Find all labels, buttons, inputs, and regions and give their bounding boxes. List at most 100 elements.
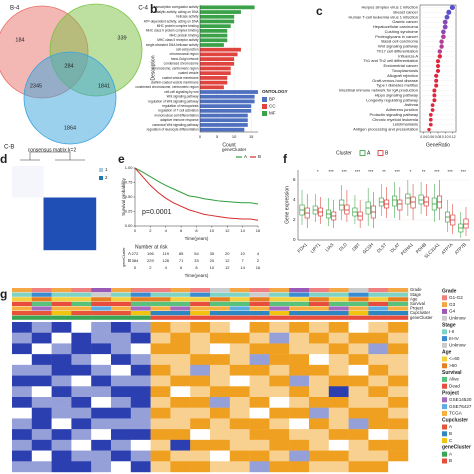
heatmap-cell — [12, 176, 23, 188]
legend-swatch — [262, 104, 267, 109]
heatmap-cell — [12, 166, 23, 177]
heatmap-cell — [33, 176, 44, 188]
heatmap-cell — [130, 375, 151, 387]
heatmap-cell — [368, 429, 389, 441]
annotation-cell — [111, 311, 131, 316]
heatmap-cell — [348, 364, 369, 376]
dot — [432, 93, 437, 98]
annotation-cell — [111, 288, 131, 293]
box — [463, 218, 469, 229]
category-label: Th1 and Th2 cell differentiation — [363, 58, 418, 63]
significance-label: *** — [342, 169, 348, 174]
heatmap-cell — [91, 461, 112, 473]
annotation-cell — [328, 315, 349, 320]
legend-label: A — [449, 451, 453, 456]
heatmap-cell — [12, 439, 32, 451]
risk-count: 119 — [163, 251, 170, 256]
heatmap-cell — [85, 218, 97, 230]
x-tick-label: 0 — [134, 228, 137, 233]
heatmap-cell — [85, 197, 97, 209]
annotation-cell — [170, 292, 191, 297]
legend-label: BP — [269, 97, 275, 102]
legend-title: Stage — [442, 322, 456, 328]
category-label: cell-cell junction — [176, 48, 199, 52]
heatmap-cell — [111, 418, 131, 430]
annotation-cell — [309, 306, 329, 311]
significance-label: * — [317, 169, 319, 174]
heatmap-cell — [150, 354, 171, 366]
heatmap-cell — [170, 343, 191, 355]
legend-label: B — [385, 150, 389, 156]
annotation-cell — [269, 292, 290, 297]
dot — [437, 54, 443, 59]
category-label: coated vesicle — [178, 71, 198, 75]
heatmap-cell — [328, 418, 349, 430]
dot — [428, 122, 433, 127]
annotation-cell — [130, 315, 151, 320]
heatmap-cell — [328, 461, 349, 473]
annotation-cell — [31, 311, 52, 316]
y-tick-label: 0 — [293, 237, 296, 242]
annotation-cell — [249, 301, 270, 306]
heatmap-cell — [348, 375, 369, 387]
category-label: regulation of leukocyte differentiation — [147, 127, 199, 131]
heatmap-cell — [31, 354, 52, 366]
panel-label: g — [0, 287, 7, 301]
annotation-cell — [31, 315, 52, 320]
legend-label: G3 — [449, 302, 456, 307]
annotation-cell — [130, 301, 151, 306]
risk-count: 196 — [147, 251, 154, 256]
heatmap-cell — [309, 397, 329, 408]
dot — [434, 83, 439, 88]
heatmap-cell — [130, 354, 151, 366]
heatmap-cell — [33, 218, 44, 230]
bar — [200, 66, 231, 71]
x-tick-label: 0.12 — [449, 135, 456, 139]
heatmap-cell — [328, 397, 349, 408]
heatmap-cell — [12, 322, 32, 333]
heatmap-cell — [229, 322, 250, 333]
significance-label: * — [410, 169, 412, 174]
annotation-label: Age — [410, 296, 418, 301]
heatmap-cell — [71, 343, 92, 355]
annotation-cell — [170, 311, 191, 316]
heatmap-cell — [348, 397, 369, 408]
category-label: MHC class II protein complex binding — [146, 29, 199, 33]
heatmap-cell — [328, 429, 349, 441]
x-tick-label: 6 — [180, 265, 183, 270]
annotation-cell — [12, 297, 32, 302]
heatmap-cell — [249, 461, 270, 473]
x-tick-label: LIAS — [324, 242, 334, 252]
annotation-cell — [249, 306, 270, 311]
category-label: Influenza A — [398, 53, 418, 58]
annotation-cell — [269, 301, 290, 306]
heatmap-cell — [130, 343, 151, 355]
annotation-cell — [150, 301, 171, 306]
heatmap-cell — [289, 450, 310, 462]
venn-set-label: C-4 — [138, 6, 148, 12]
legend-swatch — [262, 97, 267, 102]
risk-count: 20 — [225, 251, 230, 256]
heatmap-cell — [43, 166, 55, 177]
risk-count: 4 — [257, 251, 260, 256]
heatmap-cell — [348, 429, 369, 441]
bar — [200, 104, 252, 109]
heatmap-cell — [269, 461, 290, 473]
legend-swatch — [442, 315, 447, 321]
heatmap-cell — [368, 397, 389, 408]
heatmap-cell — [150, 439, 171, 451]
box — [405, 193, 411, 205]
heatmap-cell — [190, 354, 211, 366]
legend-title: Survival — [442, 370, 462, 376]
annotation-cell — [111, 315, 131, 320]
annotation-cell — [348, 292, 369, 297]
heatmap-cell — [269, 343, 290, 355]
annotation-cell — [31, 297, 52, 302]
annotation-cell — [269, 311, 290, 316]
dot — [439, 39, 444, 44]
heatmap-cell — [111, 386, 131, 398]
heatmap-cell — [249, 429, 270, 441]
heatmap-cell — [150, 364, 171, 376]
annotation-cell — [229, 288, 250, 293]
heatmap-cell — [85, 187, 97, 198]
